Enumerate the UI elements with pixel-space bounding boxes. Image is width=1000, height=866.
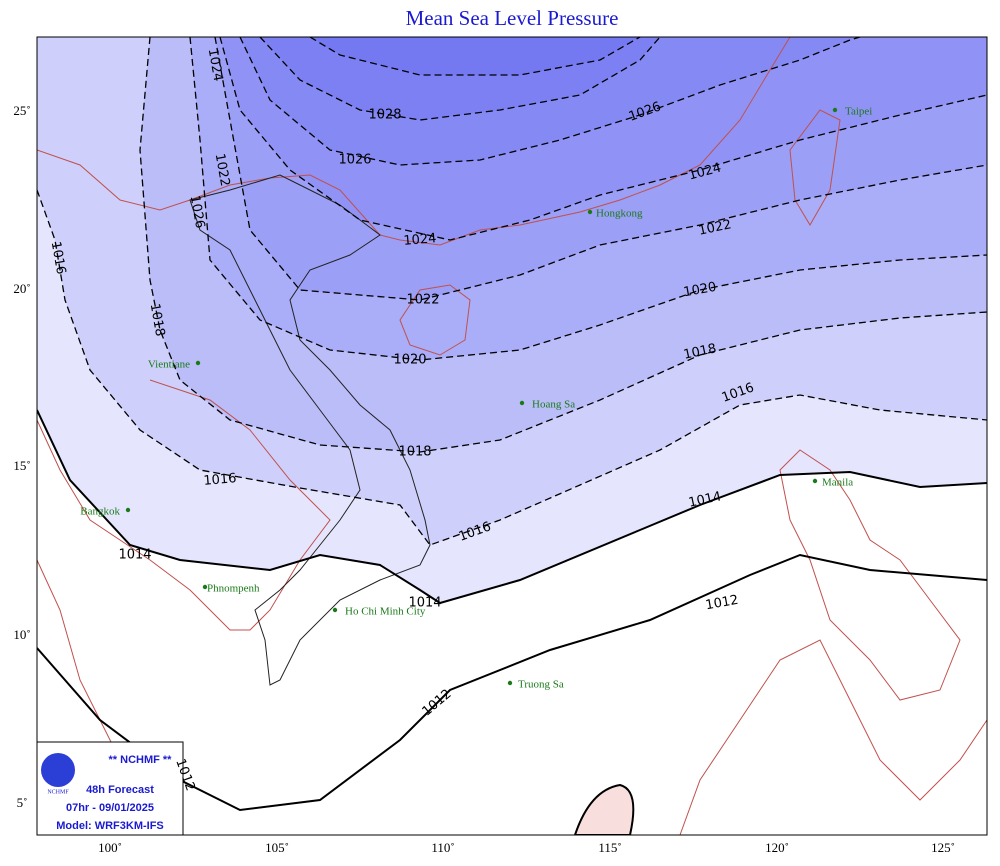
pressure-fills	[37, 37, 987, 603]
city-dot	[832, 107, 838, 113]
contour-label: 1012	[704, 593, 739, 614]
agency: ** NCHMF **	[109, 754, 173, 766]
forecast: 48h Forecast	[86, 784, 154, 796]
city-dot	[125, 507, 131, 513]
lat-label: 20˚	[13, 281, 30, 296]
city-label: Taipei	[845, 106, 872, 118]
lat-label: 10˚	[13, 627, 30, 642]
contour-label: 1014	[118, 548, 151, 563]
contour-label: 1020	[682, 280, 717, 301]
contour-label: 1024	[205, 47, 226, 82]
contour-label: 1020	[393, 353, 426, 368]
low-region	[573, 783, 635, 835]
contour-label: 1014	[408, 596, 441, 611]
lat-label: 15˚	[13, 458, 30, 473]
city-dot	[587, 209, 593, 215]
city-label: Hoang Sa	[532, 399, 575, 411]
pressure-band	[37, 37, 987, 75]
contour-label: 1026	[338, 153, 371, 168]
city-label: Truong Sa	[518, 679, 564, 691]
city-dot	[812, 478, 818, 484]
lon-label: 125˚	[931, 840, 955, 855]
lat-label: 25˚	[13, 103, 30, 118]
logo-text: NCHMF	[47, 789, 69, 795]
map-frame	[36, 36, 988, 836]
pressure-band	[37, 37, 987, 300]
city-label: Manila	[822, 477, 853, 489]
contour-label: 1024	[403, 231, 437, 249]
map-area	[37, 37, 987, 835]
pressure-band	[37, 37, 987, 120]
city-label: Bangkok	[80, 506, 120, 518]
pressure-band	[37, 37, 987, 165]
contour-label: 1018	[682, 341, 717, 363]
city-dot	[202, 584, 208, 590]
lon-label: 115˚	[598, 840, 621, 855]
contour-line	[309, 37, 641, 76]
pressure-band	[37, 37, 987, 603]
contour-label: 1018	[147, 302, 168, 337]
time: 07hr - 09/01/2025	[66, 802, 154, 814]
contour-label: 1016	[48, 240, 69, 275]
model: Model: WRF3KM-IFS	[56, 820, 164, 832]
city-label: Vientiane	[148, 359, 190, 371]
contour-line	[259, 37, 661, 121]
contour-label: 1022	[406, 293, 439, 308]
lat-label: 5˚	[17, 795, 28, 810]
contour-line	[219, 37, 987, 241]
title: Mean Sea Level Pressure	[406, 6, 619, 30]
contour-label: 1026	[187, 194, 208, 229]
logo	[41, 753, 75, 787]
city-label: Phnompenh	[207, 583, 260, 595]
contour-label: 1022	[212, 152, 233, 187]
city-dot	[507, 680, 513, 686]
lon-label: 120˚	[765, 840, 789, 855]
contour-line	[189, 37, 987, 361]
contour-line	[37, 409, 987, 605]
lon-label: 105˚	[265, 840, 289, 855]
city-label: Ho Chi Minh City	[345, 606, 426, 618]
contour-line	[239, 37, 861, 166]
contour-label: 1014	[687, 489, 722, 511]
lon-label: 100˚	[98, 840, 122, 855]
city-dot	[332, 607, 338, 613]
city-dot	[195, 360, 201, 366]
city-dot	[519, 400, 525, 406]
contour-line	[214, 37, 987, 301]
contour-label: 1028	[368, 108, 401, 123]
contour-label: 1018	[398, 445, 431, 460]
city-label: Hongkong	[596, 208, 643, 220]
contour-line	[139, 37, 987, 453]
contour-label: 1022	[697, 217, 732, 239]
coastlines	[37, 37, 987, 835]
lon-label: 110˚	[431, 840, 454, 855]
pressure-band	[37, 37, 987, 360]
info-box: NCHMF ** NCHMF ** 48h Forecast 07hr - 09…	[36, 741, 184, 836]
pressure-band	[37, 37, 987, 240]
contour-label: 1016	[203, 471, 237, 489]
pressure-band	[37, 37, 987, 545]
pressure-band	[37, 37, 987, 452]
contour-line	[37, 189, 987, 546]
